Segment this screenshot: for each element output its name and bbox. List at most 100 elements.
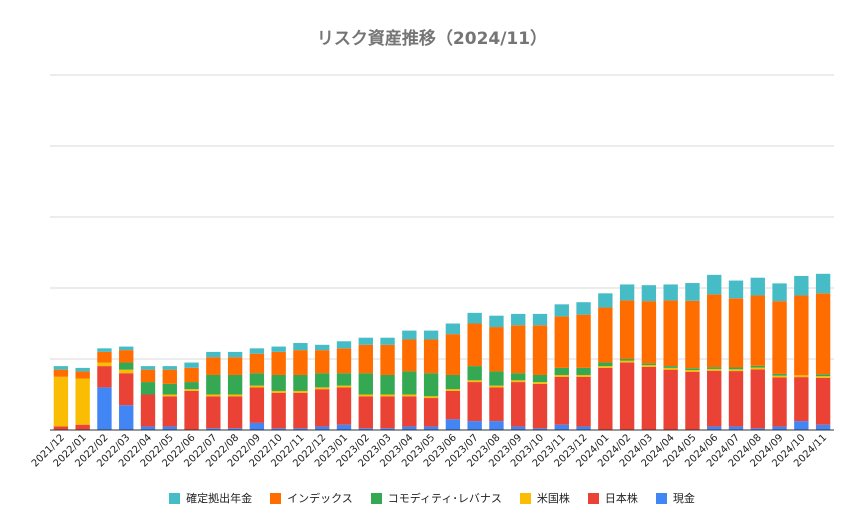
bar-segment <box>815 376 831 378</box>
bar-segment <box>445 374 461 390</box>
bar-segment <box>467 323 482 367</box>
bar-segment <box>53 426 69 430</box>
bar-segment <box>511 313 526 326</box>
bar-segment <box>728 298 744 368</box>
bar-segment <box>576 376 591 427</box>
bar-segment <box>619 360 635 363</box>
bar-segment <box>336 341 352 349</box>
bar-segment <box>598 367 613 431</box>
bar-segment <box>358 337 373 345</box>
legend-label: 確定拠出年金 <box>186 492 253 505</box>
bar-segment <box>184 382 199 390</box>
legend-swatch <box>519 492 531 504</box>
bar-segment <box>511 325 526 374</box>
bar-segment <box>119 362 134 370</box>
legend-item: 米国株 <box>519 490 570 506</box>
bar-segment <box>663 367 678 370</box>
bar-segment <box>489 387 504 422</box>
bar-segment <box>554 316 569 368</box>
bar-segment <box>576 426 591 430</box>
bar-segment <box>119 350 134 363</box>
bar-segment <box>772 375 787 378</box>
bar-segment <box>402 394 417 397</box>
bar-segment <box>227 374 243 395</box>
legend-item: 現金 <box>655 490 695 506</box>
bar-segment <box>641 365 657 367</box>
bar-segment <box>336 373 352 386</box>
bar-segment <box>511 382 526 427</box>
bar-segment <box>794 377 809 422</box>
bar-segment <box>402 371 417 395</box>
bar-segment <box>380 428 395 430</box>
bar-segment <box>271 428 286 430</box>
bar-segment <box>554 376 569 425</box>
bar-segment <box>663 366 678 368</box>
bar-segment <box>75 424 90 430</box>
bar-segment <box>140 366 156 370</box>
bar-segment <box>53 366 69 370</box>
bar-segment <box>380 396 395 429</box>
bar-segment <box>663 369 678 430</box>
bar-segment <box>772 426 787 430</box>
bar-segment <box>489 315 504 328</box>
bar-segment <box>728 280 744 299</box>
bar-segment <box>532 428 548 430</box>
bar-segment <box>554 374 569 377</box>
bar-segment <box>271 374 286 391</box>
bar-segment <box>293 428 308 430</box>
bar-segment <box>707 426 722 430</box>
bar-segment <box>511 426 526 430</box>
bar-segment <box>467 366 482 381</box>
bar-segment <box>315 350 330 374</box>
bar-segment <box>249 422 265 430</box>
bar-segment <box>315 426 330 430</box>
legend-label: 米国株 <box>536 492 570 505</box>
bar-segment <box>380 394 395 397</box>
bar-segment <box>423 398 439 427</box>
bar-segment <box>641 301 657 364</box>
bar-segment <box>445 334 461 375</box>
bar-segment <box>750 277 765 296</box>
legend-swatch <box>587 492 599 504</box>
bar-segment <box>162 369 177 384</box>
bar-segment <box>685 300 700 369</box>
bar-segment <box>358 344 373 374</box>
bar-segment <box>140 426 156 430</box>
legend-swatch <box>370 492 382 504</box>
bar-segment <box>184 390 199 430</box>
bar-segment <box>271 351 286 375</box>
bar-segment <box>532 383 548 429</box>
bar-segment <box>685 371 700 430</box>
bar-segment <box>75 367 90 372</box>
bar-segment <box>119 369 134 374</box>
bar-segment <box>467 312 482 324</box>
bar-segment <box>336 424 352 430</box>
bar-segment <box>772 373 787 376</box>
bar-segment <box>489 371 504 386</box>
bar-segment <box>598 362 613 367</box>
bar-segment <box>271 392 286 429</box>
bar-segment <box>358 428 373 430</box>
bar-segment <box>794 295 809 376</box>
bar-segment <box>641 285 657 302</box>
bar-segment <box>663 284 678 301</box>
bar-segment <box>794 421 809 431</box>
x-tick-labels: 2021/122022/012022/022022/032022/042022/… <box>30 432 829 469</box>
legend-label: コモディティ･レバナス <box>387 492 502 505</box>
bar-segment <box>576 367 591 375</box>
bar-segment <box>532 374 548 383</box>
bar-segment <box>227 351 243 358</box>
bar-segment <box>140 382 156 395</box>
bar-segment <box>815 374 831 377</box>
bar-segment <box>815 293 831 375</box>
bar-segment <box>315 344 330 351</box>
legend-item: コモディティ･レバナス <box>370 490 502 506</box>
bar-segment <box>315 373 330 388</box>
bar-segment <box>249 385 265 388</box>
bar-segment <box>598 307 613 363</box>
bar-segment <box>794 375 809 378</box>
bar-segment <box>423 396 439 399</box>
bar-segment <box>576 302 591 315</box>
bar-segment <box>227 396 243 429</box>
bar-segment <box>815 273 831 294</box>
